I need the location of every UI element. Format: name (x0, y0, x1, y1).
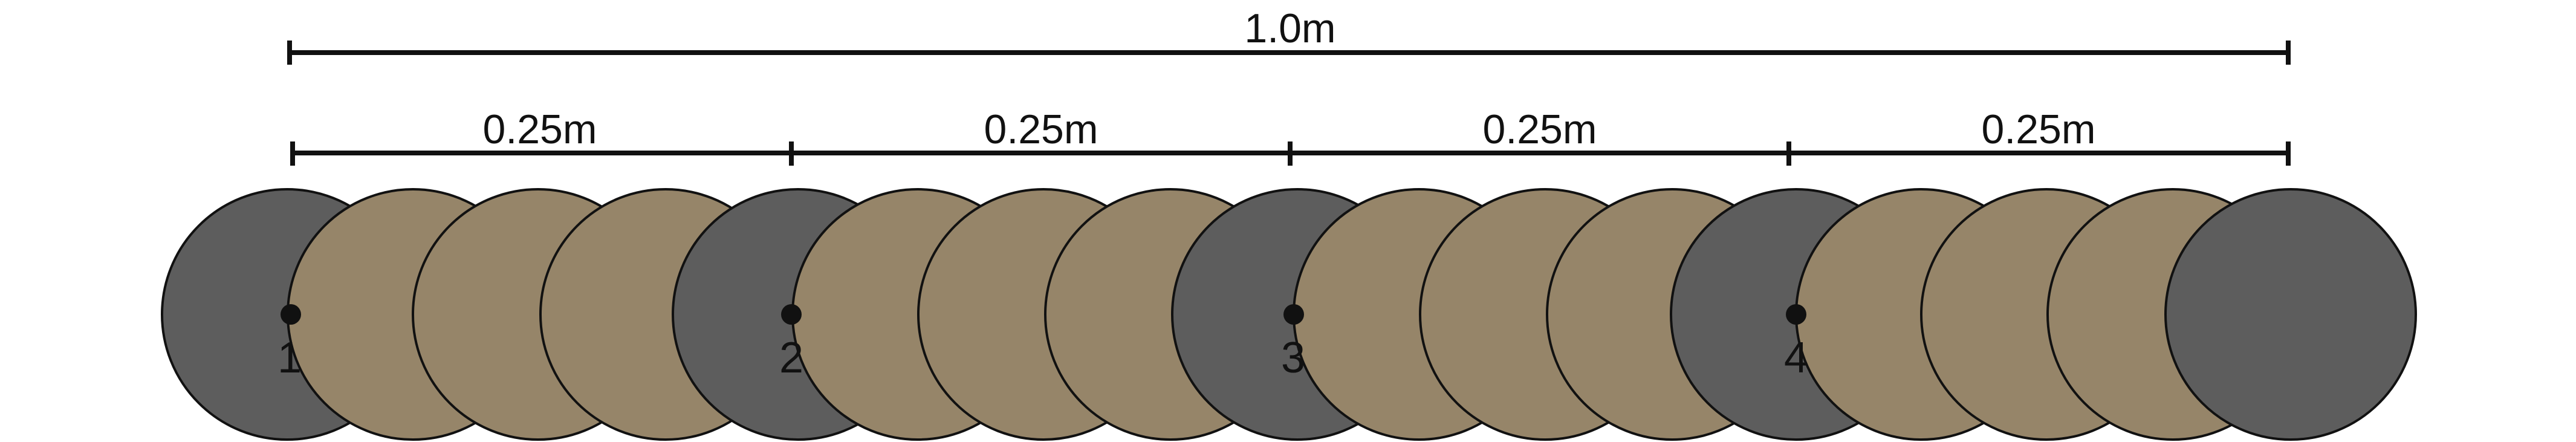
total-dimension-label: 1.0m (1244, 5, 1335, 51)
segment-label-4: 0.25m (1982, 106, 2096, 152)
disc-row (161, 188, 2417, 441)
segment-label-3: 0.25m (1483, 106, 1597, 152)
segment-label-1: 0.25m (483, 106, 597, 152)
marker-number-4: 4 (1784, 334, 1808, 382)
marker-number-1: 1 (277, 334, 302, 382)
center-dot-4 (1786, 304, 1806, 325)
total-dimension: 1.0m (287, 5, 2291, 65)
markers: 1 2 3 4 (277, 304, 1808, 382)
segment-label-2: 0.25m (984, 106, 1098, 152)
center-dot-2 (781, 304, 802, 325)
marker-number-2: 2 (779, 334, 803, 382)
gray-disc-5 (2164, 188, 2417, 441)
marker-number-3: 3 (1281, 334, 1305, 382)
center-dot-1 (281, 304, 301, 325)
center-dot-3 (1283, 304, 1304, 325)
segment-dimensions: 0.25m 0.25m 0.25m 0.25m (290, 106, 2291, 166)
